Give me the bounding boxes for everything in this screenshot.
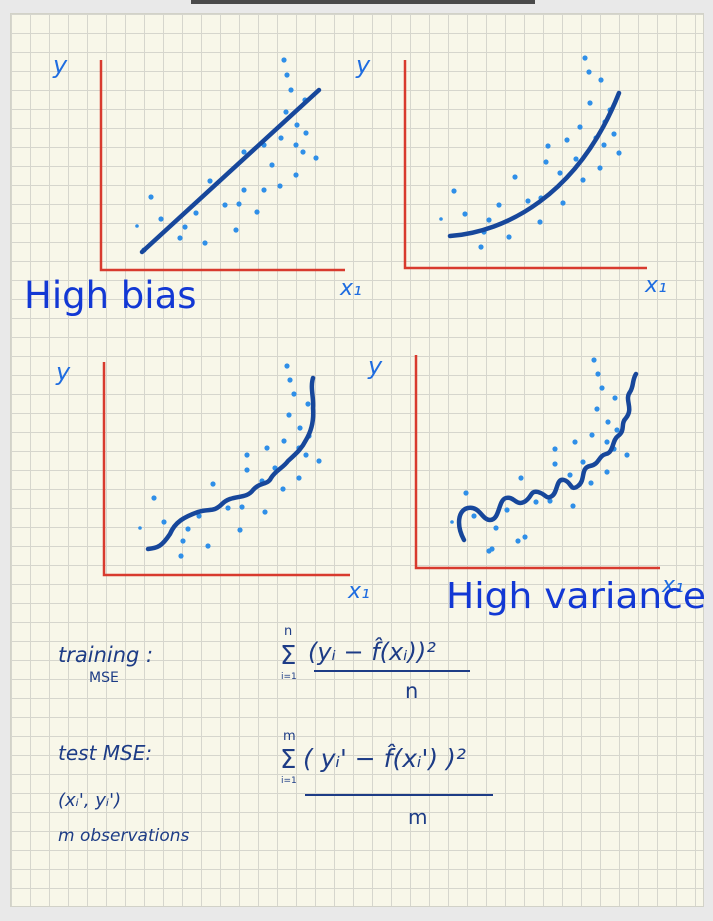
test-sum-top: m <box>283 729 296 744</box>
x-axis-label: x₁ <box>347 579 370 604</box>
y-axis-label: y <box>367 352 383 380</box>
panel-top-left: y x₁ <box>52 51 362 301</box>
test-sum-bottom: i=1 <box>281 776 297 786</box>
test-numerator: ( yᵢ' − f̂(xᵢ') )² <box>303 744 466 773</box>
data-points <box>138 363 322 559</box>
x-axis-label: x₁ <box>339 276 362 301</box>
test-label: test MSE: <box>58 741 152 765</box>
panel-bottom-right: y x₁ <box>367 352 684 598</box>
axes <box>99 60 345 272</box>
y-axis-label: y <box>55 358 71 386</box>
test-observations-label: m observations <box>58 826 190 846</box>
data-points <box>450 357 630 554</box>
test-point-label: (xᵢ', yᵢ') <box>58 790 121 811</box>
y-axis-label: y <box>52 51 68 79</box>
training-sum-symbol: Σ <box>280 641 296 671</box>
fit-curve <box>145 375 316 552</box>
panel-top-right: y x₁ <box>355 51 667 298</box>
training-sub-label: MSE <box>89 670 119 686</box>
data-points <box>135 57 319 253</box>
test-mse-formula: test MSE: (xᵢ', yᵢ') m observations m Σ … <box>58 729 493 846</box>
top-scroll-bar <box>191 0 535 4</box>
x-axis-label: x₁ <box>644 273 667 298</box>
high-bias-annotation: High bias <box>24 274 197 317</box>
panel-bottom-left: y x₁ <box>55 358 370 604</box>
test-denominator: m <box>408 805 427 829</box>
grid-paper <box>10 13 704 907</box>
training-mse-formula: training : MSE n Σ i=1 (yᵢ − f̂(xᵢ))² n <box>58 624 470 703</box>
high-variance-annotation: High variance <box>446 576 706 617</box>
fit-curve <box>447 90 622 239</box>
training-label: training : <box>58 643 153 667</box>
y-axis-label: y <box>355 51 371 79</box>
training-sum-bottom: i=1 <box>281 672 297 682</box>
test-sum-symbol: Σ <box>280 745 296 775</box>
axes <box>403 60 647 270</box>
fit-curve <box>139 87 322 255</box>
training-sum-top: n <box>284 624 292 639</box>
training-denominator: n <box>405 679 418 703</box>
fit-curve <box>456 371 639 543</box>
data-points <box>439 55 622 250</box>
training-numerator: (yᵢ − f̂(xᵢ))² <box>308 638 436 666</box>
axes <box>102 362 350 577</box>
axes <box>414 355 660 570</box>
x-axis-label: x₁ <box>661 573 684 598</box>
